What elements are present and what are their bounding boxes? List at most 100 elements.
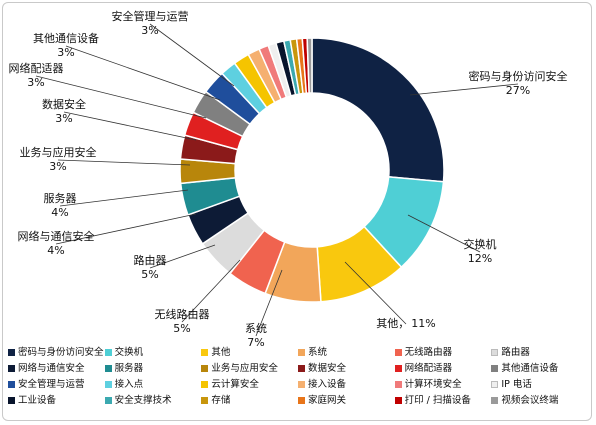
slice-label-无线路由器: 无线路由器 5% (132, 308, 232, 336)
legend-label: 无线路由器 (404, 347, 453, 358)
slice-label-name: 交换机 (463, 238, 497, 251)
legend-label: 其他通信设备 (501, 363, 559, 374)
slice-label-percent: 3% (49, 160, 67, 173)
leader-line-网络配适器 (35, 75, 207, 119)
legend: 密码与身份访问安全 交换机 其他 系统 无线路由器 路由器网络与通信安全 服务器 业务与应用安… (8, 346, 588, 407)
slice-label-name: 安全管理与运营 (111, 10, 189, 23)
slice-label-服务器: 服务器 4% (10, 192, 110, 220)
legend-swatch (104, 349, 112, 356)
legend-item-接入设备: 接入设备 (297, 378, 395, 391)
slice-label-name: 业务与应用安全 (19, 146, 97, 159)
legend-swatch (8, 349, 15, 356)
legend-item-其他通信设备: 其他通信设备 (491, 362, 588, 375)
legend-item-路由器: 路由器 (491, 346, 588, 359)
slice-label-percent: 3% (57, 46, 75, 59)
legend-item-计算环境安全: 计算环境安全 (394, 378, 492, 391)
slice-label-密码与身份访问安全: 密码与身份访问安全 27% (468, 70, 568, 98)
slice-label-percent: 3% (27, 76, 45, 89)
slice-label-name: 网络配适器 (8, 62, 64, 75)
legend-swatch (297, 397, 305, 404)
legend-label: 数据安全 (307, 363, 346, 374)
legend-label: 接入点 (114, 379, 144, 390)
legend-label: 计算环境安全 (404, 379, 462, 390)
slice-label-网络配适器: 网络配适器 3% (0, 62, 86, 90)
legend-item-家庭网关: 家庭网关 (297, 394, 395, 407)
legend-item-云计算安全: 云计算安全 (201, 378, 298, 391)
legend-label: 交换机 (114, 347, 144, 358)
legend-swatch (201, 397, 209, 404)
slice-label-其他通信设备: 其他通信设备 3% (16, 32, 116, 60)
legend-label: 家庭网关 (307, 395, 346, 406)
slice-label-percent: 3% (55, 112, 73, 125)
legend-item-打印-扫描设备: 打印 / 扫描设备 (394, 394, 492, 407)
legend-label: 系统 (307, 347, 327, 358)
legend-label: IP 电话 (501, 379, 532, 390)
slice-label-name: 无线路由器 (154, 308, 210, 321)
slice-label-路由器: 路由器 5% (100, 254, 200, 282)
slice-label-name: 密码与身份访问安全 (468, 70, 568, 83)
slice-label-name: 网络与通信安全 (17, 230, 95, 243)
legend-item-数据安全: 数据安全 (297, 362, 395, 375)
legend-item-接入点: 接入点 (104, 378, 202, 391)
slice-label-业务与应用安全: 业务与应用安全 3% (8, 146, 108, 174)
legend-swatch (297, 349, 305, 356)
legend-label: 其他 (211, 347, 231, 358)
legend-swatch (491, 381, 499, 388)
legend-swatch (297, 381, 305, 388)
legend-swatch (491, 365, 499, 372)
legend-swatch (8, 365, 15, 372)
slice-label-name: 服务器 (43, 192, 77, 205)
legend-item-安全支撑技术: 安全支撑技术 (104, 394, 202, 407)
legend-label: 视频会议终端 (501, 395, 559, 406)
chart-frame (2, 2, 592, 421)
slice-label-网络与通信安全: 网络与通信安全 4% (6, 230, 106, 258)
legend-swatch (394, 397, 402, 404)
slice-视频会议终端 (306, 37, 313, 94)
slice-label-percent: 4% (47, 244, 65, 257)
legend-item-IP-电话: IP 电话 (491, 378, 588, 391)
slice-label-name: 数据安全 (42, 98, 86, 111)
leader-line-其他- (344, 261, 407, 325)
leader-line-其他通信设备 (65, 45, 221, 101)
leader-line-业务与应用安全 (57, 159, 191, 166)
leader-line-交换机 (407, 214, 481, 253)
legend-label: 业务与应用安全 (211, 363, 278, 374)
legend-item-网络配适器: 网络配适器 (394, 362, 492, 375)
slice-label-percent: 27% (505, 84, 531, 97)
slice-label-交换机: 交换机 12% (430, 238, 530, 266)
legend-item-网络与通信安全: 网络与通信安全 (8, 362, 105, 375)
legend-item-密码与身份访问安全: 密码与身份访问安全 (8, 346, 105, 359)
legend-swatch (8, 381, 15, 388)
legend-swatch (201, 349, 209, 356)
legend-swatch (394, 365, 402, 372)
legend-label: 安全支撑技术 (114, 395, 172, 406)
legend-label: 路由器 (501, 347, 530, 358)
legend-label: 工业设备 (18, 395, 57, 406)
legend-label: 密码与身份访问安全 (18, 347, 104, 358)
leader-line-数据安全 (63, 111, 197, 141)
slice-label-percent: 5% (141, 268, 159, 281)
legend-swatch (104, 397, 112, 404)
donut-chart (35, 23, 519, 337)
slice-label-percent: 11% (411, 317, 436, 330)
legend-item-无线路由器: 无线路由器 (394, 346, 492, 359)
legend-label: 安全管理与运营 (18, 379, 85, 390)
slice-label-name: 系统 (245, 322, 267, 335)
leader-line-网络与通信安全 (55, 213, 197, 245)
legend-label: 接入设备 (307, 379, 346, 390)
legend-item-安全管理与运营: 安全管理与运营 (8, 378, 105, 391)
leader-line-安全管理与运营 (149, 23, 235, 87)
legend-item-工业设备: 工业设备 (8, 394, 105, 407)
legend-swatch (104, 381, 112, 388)
slice-label-name: 路由器 (133, 254, 167, 267)
leader-line-密码与身份访问安全 (409, 83, 519, 96)
legend-swatch (394, 381, 402, 388)
slice-label-percent: 7% (247, 336, 265, 349)
slice-label-percent: 4% (51, 206, 69, 219)
legend-label: 服务器 (114, 363, 144, 374)
slice-label-name: 其他， (376, 317, 410, 330)
legend-item-存储: 存储 (201, 394, 298, 407)
leader-line-无线路由器 (181, 259, 241, 323)
legend-label: 存储 (211, 395, 231, 406)
slice-密码与身份访问安全 (311, 37, 445, 183)
